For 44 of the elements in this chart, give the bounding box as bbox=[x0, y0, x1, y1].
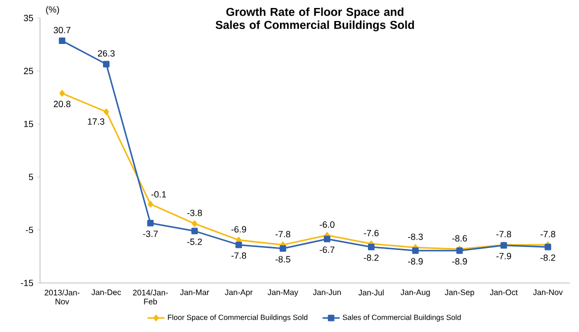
y-tick-label: -15 bbox=[20, 280, 34, 286]
x-tick-label: Jan-Oct bbox=[490, 290, 518, 296]
data-label: -6.7 bbox=[320, 246, 334, 253]
y-tick-label: 5 bbox=[28, 174, 34, 180]
data-label: -3.7 bbox=[143, 230, 158, 238]
data-label: -8.9 bbox=[452, 258, 467, 265]
x-tick-label: Jan-Jun bbox=[312, 290, 341, 296]
data-label: -8.9 bbox=[408, 258, 423, 265]
data-label: 17.3 bbox=[88, 118, 104, 125]
x-tick-label: Jan-Aug bbox=[400, 290, 430, 297]
y-tick-label: 15 bbox=[24, 120, 34, 128]
data-label: -0.1 bbox=[151, 191, 166, 198]
data-label: -7.8 bbox=[540, 230, 556, 238]
x-tick-label: 2014/Jan-Feb bbox=[133, 290, 168, 304]
x-tick-label: Jan-May bbox=[268, 290, 298, 297]
data-label: -7.9 bbox=[496, 252, 512, 260]
x-tick-label: Jan-Apr bbox=[224, 290, 253, 297]
y-tick-label: 35 bbox=[24, 14, 34, 22]
data-label: -8.3 bbox=[408, 234, 423, 240]
x-tick-label: Jan-Jul bbox=[358, 290, 384, 296]
data-label: 30.7 bbox=[54, 26, 70, 34]
data-label: -8.6 bbox=[452, 235, 467, 242]
data-label: -8.2 bbox=[364, 254, 379, 261]
data-label: 26.3 bbox=[98, 50, 115, 57]
y-axis-title: (%) bbox=[46, 6, 59, 14]
x-tick-label: Jan-Sep bbox=[444, 290, 474, 297]
chart-title: Growth Rate of Floor Space and Sales of Commercial Buildings Sold bbox=[216, 8, 414, 32]
data-label: 20.8 bbox=[54, 100, 70, 108]
data-label: -7.6 bbox=[364, 230, 379, 236]
data-label: -7.8 bbox=[231, 252, 246, 259]
data-label: -6.9 bbox=[231, 226, 246, 233]
y-tick-label: 25 bbox=[24, 68, 34, 74]
x-tick-label: 2013/Jan-Nov bbox=[44, 290, 80, 304]
data-label: -5.2 bbox=[187, 238, 202, 245]
data-label: -6.0 bbox=[320, 221, 334, 228]
data-label: -3.8 bbox=[187, 210, 202, 216]
data-label: -8.2 bbox=[540, 254, 556, 261]
x-tick-label: Jan-Nov bbox=[533, 290, 563, 296]
data-label: -8.5 bbox=[276, 256, 290, 262]
data-label: -7.8 bbox=[496, 230, 512, 238]
x-tick-label: Jan-Dec bbox=[91, 290, 121, 296]
data-label: -7.8 bbox=[276, 230, 290, 238]
x-tick-label: Jan-Mar bbox=[180, 290, 210, 296]
y-tick-label: -5 bbox=[26, 226, 34, 234]
